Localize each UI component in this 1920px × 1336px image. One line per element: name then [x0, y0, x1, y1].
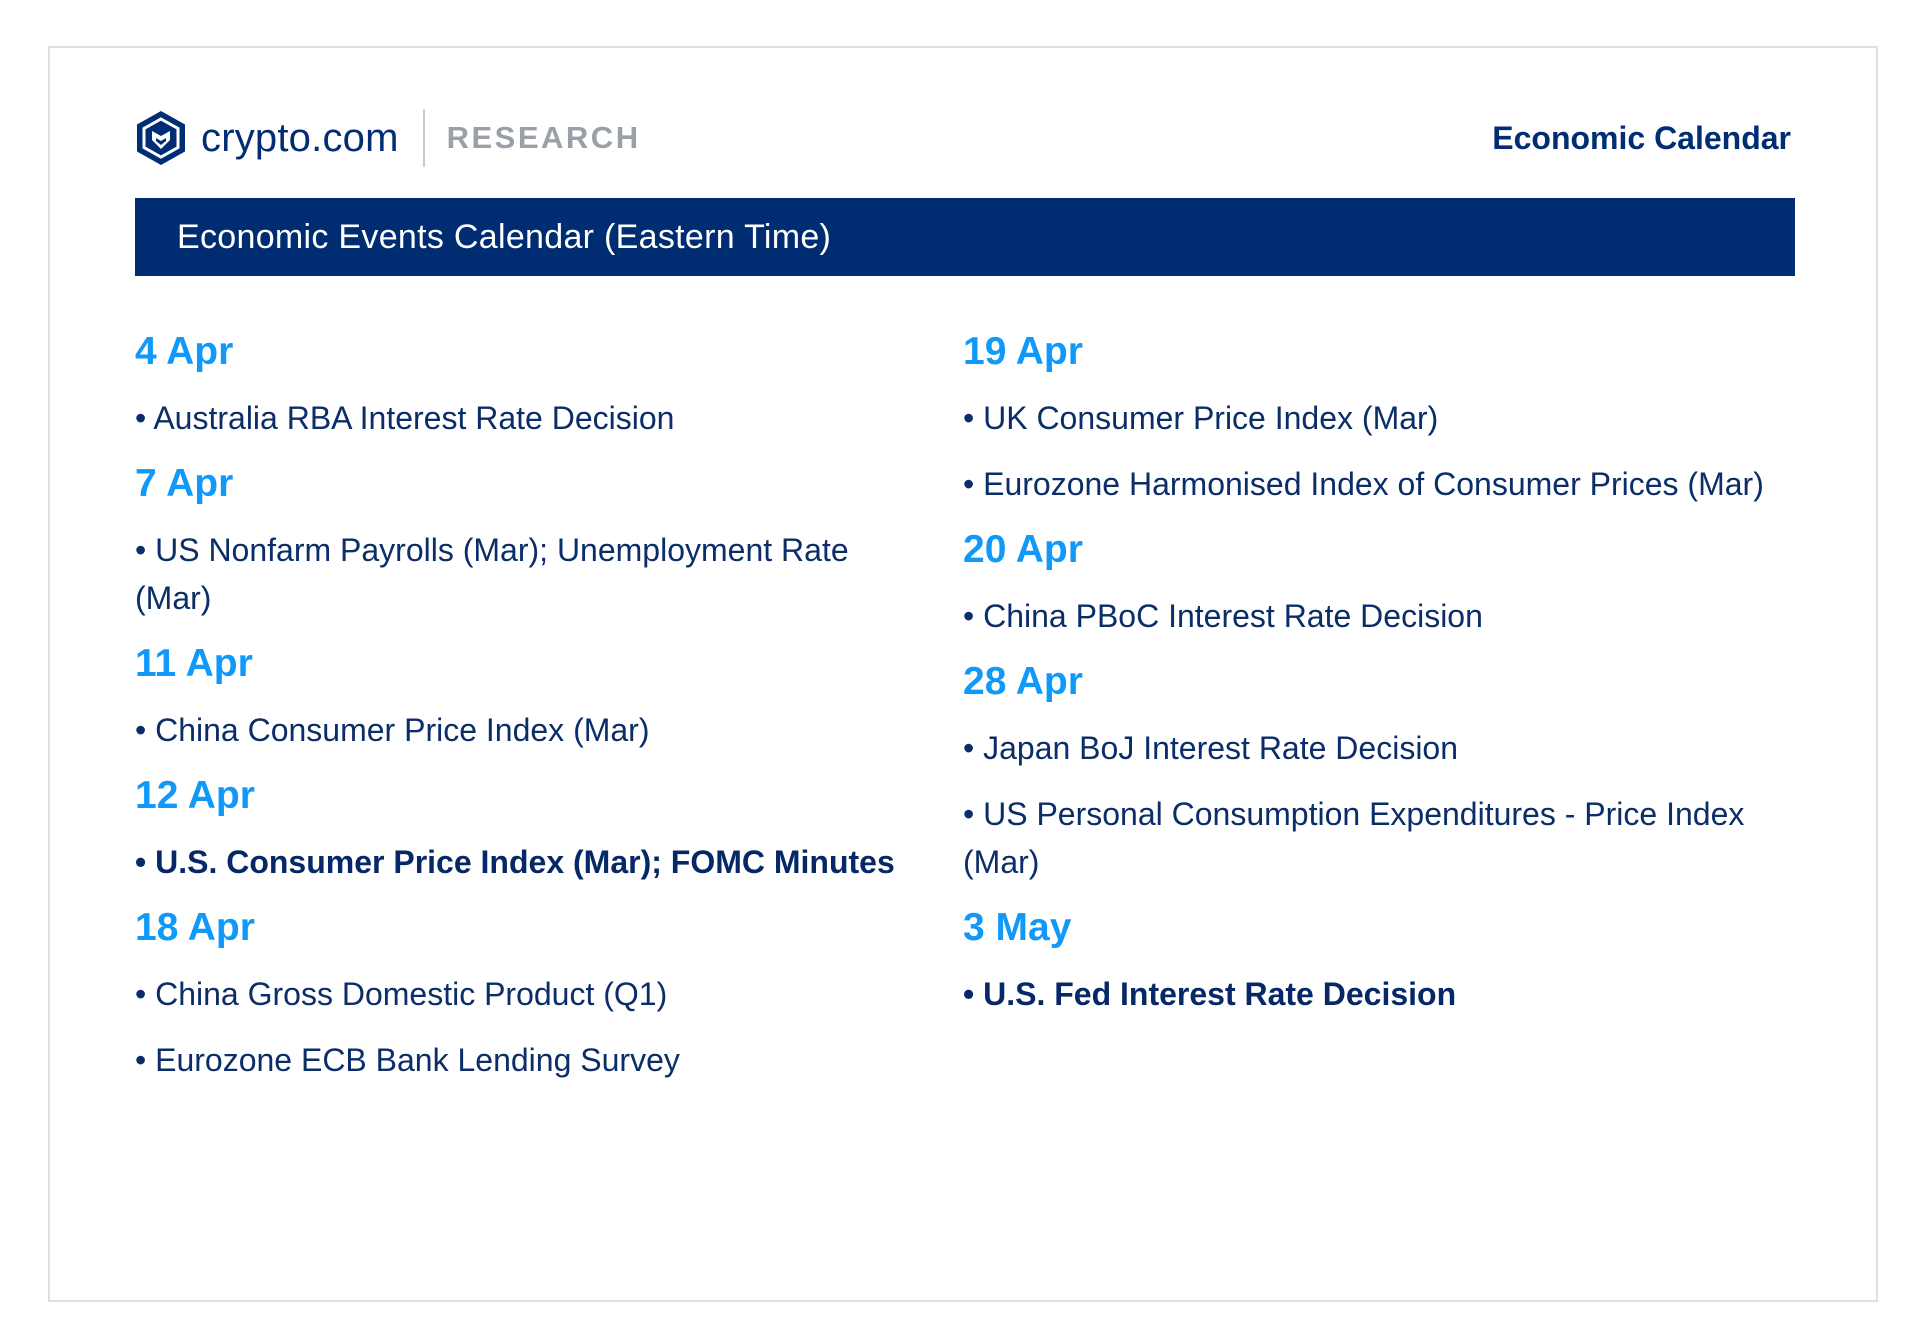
day-group: 12 Apr • U.S. Consumer Price Index (Mar)… [135, 772, 915, 886]
crypto-com-logo-icon [137, 111, 185, 165]
day-group: 18 Apr • China Gross Domestic Product (Q… [135, 904, 915, 1084]
page-title: Economic Calendar [1492, 120, 1791, 156]
event-item: • US Personal Consumption Expenditures -… [963, 796, 1745, 880]
event-item: • Eurozone ECB Bank Lending Survey [135, 1042, 680, 1078]
left-column: 4 Apr • Australia RBA Interest Rate Deci… [135, 328, 915, 1102]
logo-divider [422, 109, 425, 167]
right-column: 19 Apr • UK Consumer Price Index (Mar) •… [963, 328, 1793, 1036]
highlighted-event-item: • U.S. Consumer Price Index (Mar); FOMC … [135, 844, 895, 880]
day-heading: 20 Apr [963, 528, 1083, 571]
event-item: • Japan BoJ Interest Rate Decision [963, 730, 1459, 766]
day-group: 20 Apr • China PBoC Interest Rate Decisi… [963, 526, 1793, 640]
day-group: 19 Apr • UK Consumer Price Index (Mar) •… [963, 328, 1793, 508]
day-group: 3 May • U.S. Fed Interest Rate Decision [963, 904, 1793, 1018]
day-heading: 12 Apr [135, 774, 255, 817]
event-item: • US Nonfarm Payrolls (Mar); Unemploymen… [135, 532, 849, 616]
header: crypto.com RESEARCH Economic Calendar [135, 98, 1791, 178]
day-group: 7 Apr • US Nonfarm Payrolls (Mar); Unemp… [135, 460, 915, 622]
event-item: • UK Consumer Price Index (Mar) [963, 400, 1439, 436]
calendar-card: crypto.com RESEARCH Economic Calendar Ec… [48, 46, 1878, 1302]
day-group: 11 Apr • China Consumer Price Index (Mar… [135, 640, 915, 754]
event-item: • Australia RBA Interest Rate Decision [135, 400, 675, 436]
day-heading: 4 Apr [135, 330, 234, 373]
highlighted-event-item: • U.S. Fed Interest Rate Decision [963, 976, 1457, 1012]
day-heading: 7 Apr [135, 462, 234, 505]
event-item: • China PBoC Interest Rate Decision [963, 598, 1483, 634]
day-heading: 3 May [963, 906, 1072, 949]
day-heading: 28 Apr [963, 660, 1083, 703]
calendar-banner: Economic Events Calendar (Eastern Time) [135, 198, 1795, 276]
event-item: • China Consumer Price Index (Mar) [135, 712, 650, 748]
day-group: 4 Apr • Australia RBA Interest Rate Deci… [135, 328, 915, 442]
event-item: • China Gross Domestic Product (Q1) [135, 976, 668, 1012]
day-heading: 19 Apr [963, 330, 1083, 373]
brand-name: crypto.com [201, 115, 399, 160]
brand-logo: crypto.com RESEARCH [135, 98, 641, 178]
day-heading: 18 Apr [135, 906, 255, 949]
day-heading: 11 Apr [135, 642, 253, 685]
section-label: RESEARCH [446, 120, 641, 155]
event-item: • Eurozone Harmonised Index of Consumer … [963, 466, 1764, 502]
day-group: 28 Apr • Japan BoJ Interest Rate Decisio… [963, 658, 1793, 886]
